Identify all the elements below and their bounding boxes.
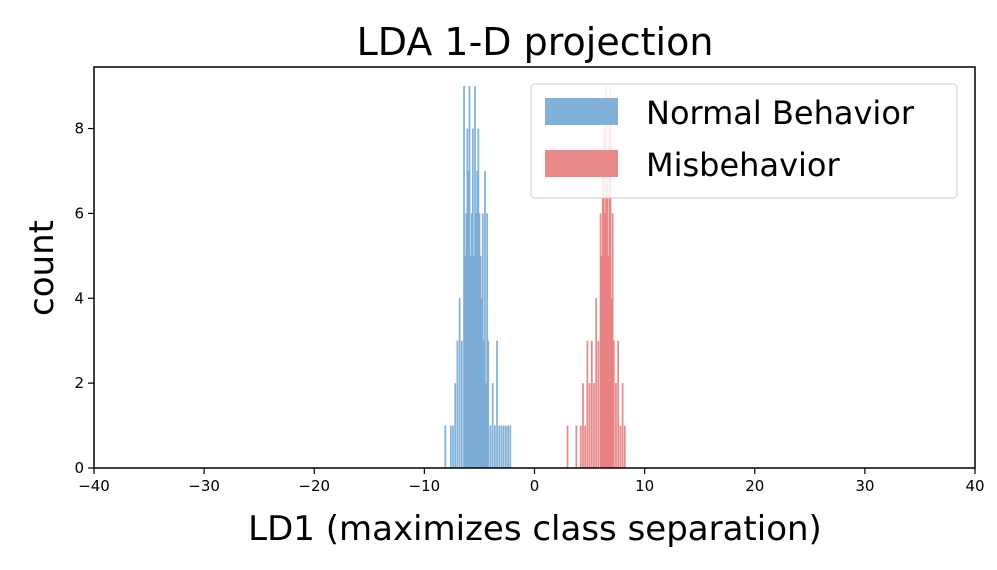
bar-normal [456,340,459,468]
bar-normal [498,425,501,468]
y-tick-label: 0 [74,459,84,477]
bar-normal [478,213,481,468]
bar-normal [474,86,476,468]
x-tick-label: 0 [530,477,540,495]
x-axis-ticks: −40 −30 −20 −10 0 10 20 30 40 [78,468,985,495]
bar-normal [454,383,457,468]
bar-misbehavior [599,213,602,468]
bar-normal [482,340,485,468]
bar-normal [491,383,494,468]
bar-normal [484,170,486,469]
bar-misbehavior [608,128,611,468]
bar-misbehavior [621,383,624,468]
bar-normal [468,86,471,468]
legend-label-normal: Normal Behavior [646,94,915,132]
bar-normal [487,340,490,468]
bars-layer [444,86,626,469]
bar-normal [471,128,474,468]
bar-normal [477,128,480,468]
bar-misbehavior [584,425,587,468]
bar-normal [444,425,447,468]
chart-title: LDA 1-D projection [357,20,714,64]
bar-misbehavior [582,383,584,468]
bar-misbehavior [605,86,607,468]
legend-swatch-normal [545,98,618,125]
x-tick-label: −10 [409,477,441,495]
bar-normal [485,383,487,468]
bar-normal [481,213,484,468]
bar-misbehavior [615,383,617,468]
legend-frame [530,83,958,199]
x-tick-label: −30 [188,477,220,495]
bar-normal [507,425,509,468]
bar-misbehavior [611,213,614,468]
bar-normal [460,340,463,468]
x-tick-label: −20 [298,477,330,495]
bar-normal [479,255,482,468]
x-tick-label: −40 [78,477,110,495]
y-tick-label: 2 [74,374,84,392]
y-axis-ticks: 0 2 4 6 8 [74,120,94,477]
bar-misbehavior [602,128,605,468]
bar-normal [493,425,496,468]
bar-normal [466,128,469,468]
bar-misbehavior [588,383,591,468]
bar-normal [476,170,479,469]
x-tick-label: 40 [965,477,984,495]
x-axis-label: LD1 (maximizes class separation) [248,509,822,549]
bar-misbehavior [612,340,615,468]
bar-normal [449,425,452,468]
bar-misbehavior [607,255,610,468]
bar-normal [452,425,454,468]
bar-misbehavior [586,340,589,468]
bar-misbehavior [575,425,578,468]
bar-misbehavior [590,340,593,468]
bar-misbehavior [595,298,598,468]
bar-misbehavior [623,425,626,468]
bar-normal [504,425,507,468]
y-tick-label: 6 [74,204,84,222]
bar-misbehavior [601,170,604,469]
legend-label-misbehavior: Misbehavior [646,146,840,184]
bar-normal [473,255,475,468]
bar-misbehavior [606,170,609,469]
bar-normal [469,255,472,468]
bar-normal [489,425,492,468]
bar-normal [486,213,489,468]
bar-normal [463,86,465,468]
x-tick-label: 30 [855,477,874,495]
x-tick-label: 10 [635,477,654,495]
bar-misbehavior [609,86,612,468]
bar-misbehavior [579,425,582,468]
legend: Normal Behavior Misbehavior [530,83,958,199]
bar-misbehavior [610,298,613,468]
y-tick-label: 8 [74,120,84,138]
bar-misbehavior [566,425,569,468]
bar-normal [502,425,505,468]
bar-misbehavior [619,425,622,468]
bar-misbehavior [617,340,620,468]
x-tick-label: 20 [745,477,764,495]
bar-normal [475,213,478,468]
bar-misbehavior [604,213,606,468]
y-tick-label: 4 [74,289,84,307]
bar-normal [496,340,498,468]
bar-normal [470,213,473,468]
bar-normal [500,425,503,468]
bar-normal [458,298,461,468]
bar-normal [464,255,467,468]
bar-misbehavior [593,383,595,468]
bar-normal [509,425,512,468]
y-axis-label: count [22,220,62,316]
bar-misbehavior [597,340,600,468]
legend-swatch-misbehavior [545,150,618,177]
bar-normal [480,298,483,468]
bar-normal [467,170,470,469]
bar-misbehavior [600,255,603,468]
bar-normal [465,213,468,468]
